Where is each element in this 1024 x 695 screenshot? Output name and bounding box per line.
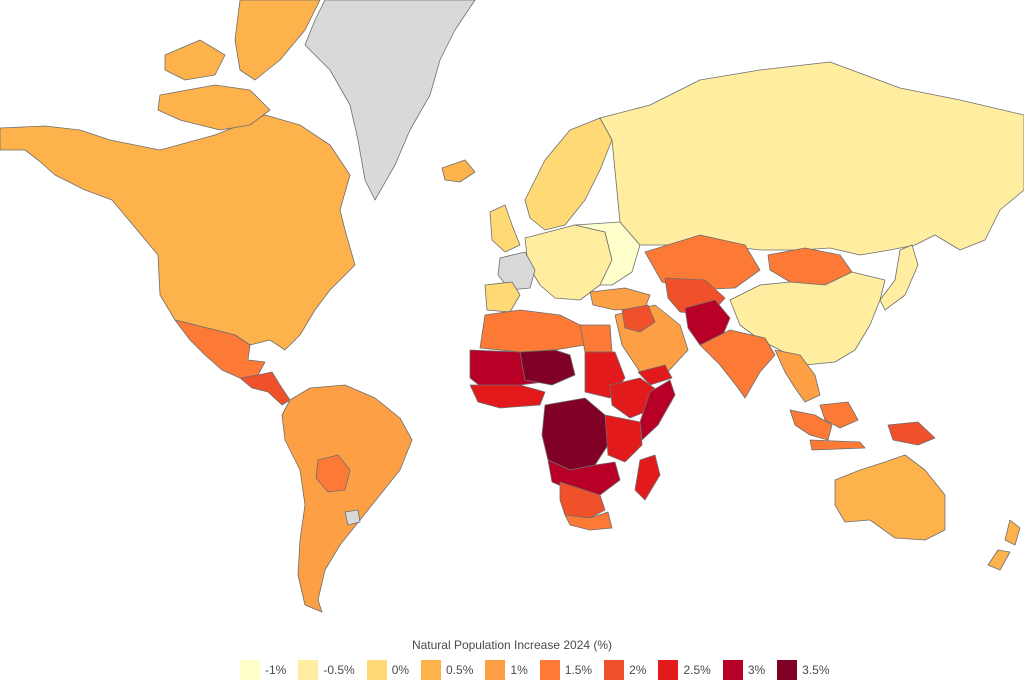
region-east-africa[interactable] (604, 414, 643, 463)
region-egypt[interactable] (579, 324, 613, 353)
region-niger-chad[interactable] (519, 349, 576, 386)
region-indonesia[interactable] (809, 439, 866, 451)
legend-label: 0% (391, 663, 410, 677)
legend: -1% -0.5% 0% 0.5% 1% 1.5% 2% 2.5% 3% 3.5% (240, 660, 842, 680)
region-iraq[interactable] (621, 304, 656, 333)
region-mexico[interactable] (174, 319, 266, 379)
region-canadian-islands[interactable] (234, 0, 321, 81)
region-madagascar[interactable] (634, 454, 661, 501)
legend-item[interactable]: -1% (240, 660, 286, 680)
legend-item[interactable]: 2% (604, 660, 646, 680)
legend-swatch (722, 660, 743, 680)
legend-label: 2.5% (683, 663, 711, 677)
region-southeast-asia[interactable] (774, 349, 821, 403)
region-iberia[interactable] (484, 281, 521, 313)
legend-swatch (539, 660, 560, 680)
region-bolivia[interactable] (315, 454, 351, 493)
legend-item[interactable]: 2.5% (658, 660, 711, 680)
region-indonesia[interactable] (789, 409, 833, 441)
region-japan[interactable] (879, 244, 919, 311)
region-yemen[interactable] (637, 364, 673, 386)
legend-item[interactable]: -0.5% (298, 660, 355, 680)
legend-swatch (298, 660, 319, 680)
region-western-europe[interactable] (524, 224, 613, 301)
region-south-africa[interactable] (564, 511, 613, 531)
region-uruguay[interactable] (344, 509, 361, 526)
region-russia[interactable] (599, 61, 1024, 256)
region-north-africa[interactable] (479, 309, 586, 353)
region-scandinavia[interactable] (524, 117, 613, 231)
legend-title: Natural Population Increase 2024 (%) (411, 638, 613, 652)
region-uk-ireland[interactable] (489, 204, 521, 253)
region-central-africa[interactable] (541, 397, 609, 471)
legend-label: 1% (510, 663, 528, 677)
legend-item[interactable]: 1% (485, 660, 528, 680)
region-west-africa-coast[interactable] (469, 384, 546, 409)
region-central-america[interactable] (239, 371, 291, 406)
legend-label: 3% (747, 663, 766, 677)
region-south-asia[interactable] (699, 329, 776, 399)
region-indonesia[interactable] (819, 401, 859, 429)
legend-swatch (485, 660, 506, 680)
legend-swatch (240, 660, 260, 680)
region-new-zealand[interactable] (1004, 519, 1021, 546)
region-canadian-islands[interactable] (157, 84, 271, 131)
legend-label: 1.5% (564, 663, 593, 677)
legend-swatch (421, 660, 442, 680)
region-new-zealand[interactable] (987, 549, 1011, 571)
legend-item[interactable]: 3.5% (777, 660, 830, 680)
legend-label: 3.5% (802, 663, 830, 677)
legend-label: -0.5% (323, 663, 355, 677)
region-south-america[interactable] (281, 384, 413, 613)
region-papua-new-guinea[interactable] (887, 421, 936, 446)
legend-item[interactable]: 1.5% (539, 660, 593, 680)
legend-item[interactable]: 0.5% (421, 660, 473, 680)
region-france[interactable] (497, 251, 536, 291)
legend-item[interactable]: 0% (366, 660, 410, 680)
region-canadian-islands[interactable] (164, 39, 226, 81)
legend-label: -1% (265, 663, 287, 677)
region-greenland[interactable] (304, 0, 476, 201)
legend-label: 0.5% (446, 663, 474, 677)
legend-swatch (658, 660, 679, 680)
region-australia[interactable] (834, 454, 946, 541)
legend-swatch (604, 660, 625, 680)
legend-label: 2% (629, 663, 647, 677)
legend-item[interactable]: 3% (722, 660, 766, 680)
map-canvas (0, 0, 1024, 613)
legend-swatch (777, 660, 798, 680)
legend-swatch (366, 660, 387, 680)
region-north-america[interactable] (0, 114, 356, 351)
region-iceland[interactable] (441, 159, 476, 183)
